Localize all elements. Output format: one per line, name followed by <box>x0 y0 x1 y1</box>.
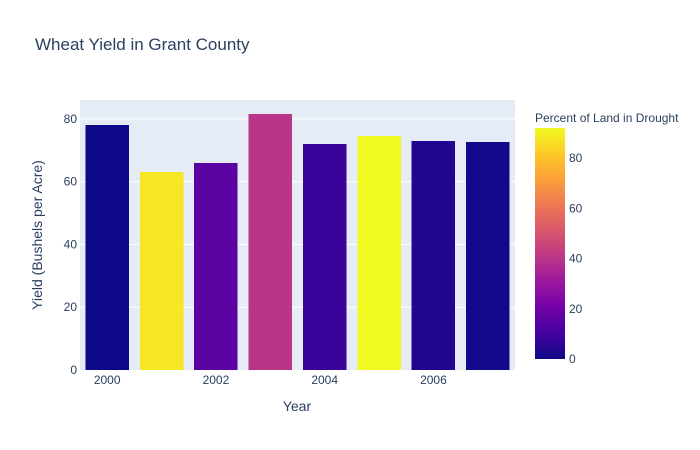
y-tick-label: 40 <box>64 237 78 251</box>
chart-title: Wheat Yield in Grant County <box>35 35 250 54</box>
colorbar-tick-label: 40 <box>569 252 583 266</box>
bar <box>139 172 184 370</box>
colorbar-tick-label: 80 <box>569 151 583 165</box>
x-axis-title: Year <box>283 398 312 414</box>
bar <box>411 140 456 370</box>
colorbar-tick-label: 60 <box>569 201 583 215</box>
x-axis: 2000 2002 2004 2006 <box>94 373 447 387</box>
bar <box>357 136 401 370</box>
bars <box>85 114 510 371</box>
x-tick-label: 2004 <box>311 373 338 387</box>
bar <box>466 141 510 370</box>
x-tick-label: 2006 <box>420 373 447 387</box>
bar <box>85 125 129 371</box>
bar <box>194 162 238 370</box>
colorbar-tick-label: 0 <box>569 352 576 366</box>
bar <box>302 143 347 370</box>
y-axis-title: Yield (Bushels per Acre) <box>29 160 45 310</box>
y-tick-label: 80 <box>64 112 78 126</box>
bar <box>248 114 293 371</box>
colorbar: Percent of Land in Drought 0 20 40 60 80 <box>535 111 679 366</box>
x-tick-label: 2000 <box>94 373 121 387</box>
colorbar-title: Percent of Land in Drought <box>535 111 679 125</box>
colorbar-tick-label: 20 <box>569 302 583 316</box>
x-tick-label: 2002 <box>203 373 230 387</box>
y-axis: 0 20 40 60 80 <box>64 112 78 377</box>
y-tick-label: 60 <box>64 175 78 189</box>
y-tick-label: 0 <box>70 363 77 377</box>
colorbar-gradient <box>535 128 565 359</box>
y-tick-label: 20 <box>64 300 78 314</box>
